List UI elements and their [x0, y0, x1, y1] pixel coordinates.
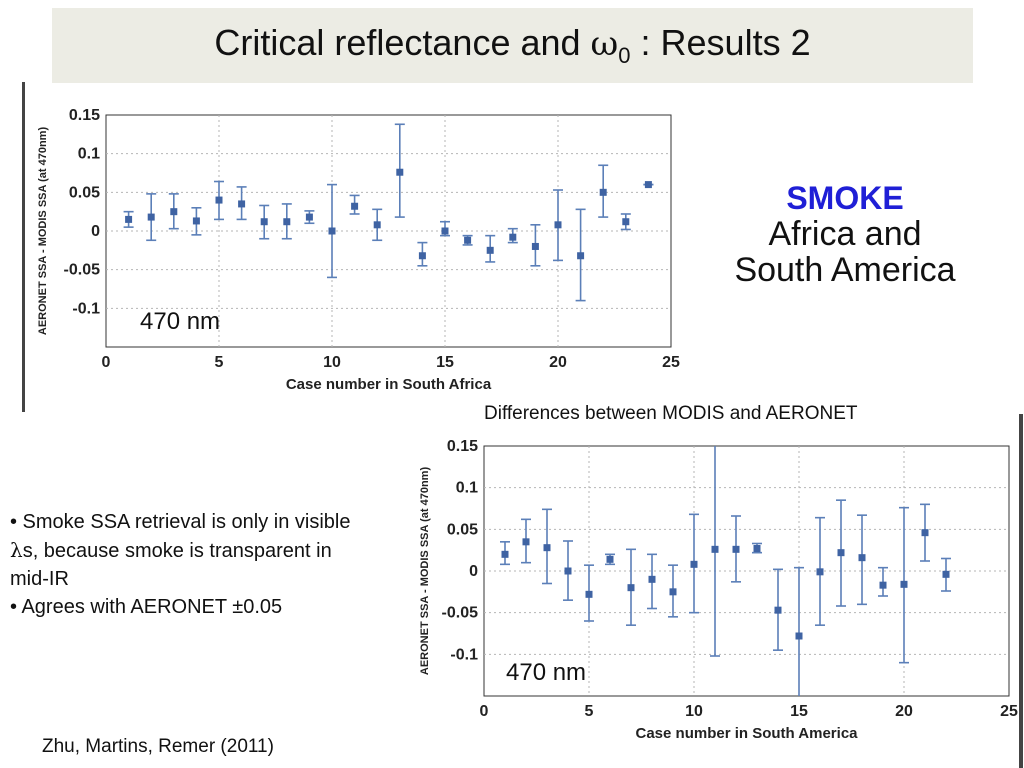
smoke-line-2: South America [734, 250, 956, 289]
chart1-data-point [328, 227, 336, 235]
chart2-data-point [858, 554, 866, 562]
chart1-data-point [351, 202, 359, 210]
title-prefix: Critical reflectance and [214, 21, 591, 63]
chart2-x-tick-label: 15 [790, 703, 808, 720]
chart1-data-point [125, 215, 133, 223]
chart1-x-tick-label: 0 [102, 354, 111, 371]
chart1-data-point [238, 200, 246, 208]
chart2-y-tick-label: 0.15 [447, 438, 478, 455]
left-divider-bar [22, 82, 25, 412]
lambda-symbol: λ [10, 538, 23, 562]
chart2-data-point [711, 545, 719, 553]
chart1-x-tick-label: 25 [662, 354, 680, 371]
chart2-x-tick-label: 20 [895, 703, 913, 720]
chart2-y-tick-label: -0.1 [450, 646, 478, 663]
chart1-data-point [396, 168, 404, 176]
chart2-error-bar [794, 566, 804, 696]
chart1-y-tick-label: 0.15 [69, 107, 100, 124]
diff-caption: Differences between MODIS and AERONET [484, 403, 858, 424]
chart1-data-point [577, 252, 585, 260]
chart2-data-point [627, 584, 635, 592]
smoke-title: SMOKE [786, 180, 904, 216]
omega-symbol: ω [590, 23, 619, 64]
chart1-y-tick-label: 0.1 [78, 146, 100, 163]
chart2-data-point [606, 555, 614, 563]
chart2-x-tick-label: 10 [685, 703, 703, 720]
chart2-data-point [774, 606, 782, 614]
chart1-data-point [170, 208, 178, 216]
chart1-data-point [441, 227, 449, 235]
chart2-y-tick-label: 0.05 [447, 521, 478, 538]
bullet-1-prefix: • Smoke SSA retrieval is only in visible [10, 511, 351, 533]
chart2-data-point [501, 550, 509, 558]
chart1-x-tick-label: 20 [549, 354, 567, 371]
chart1-y-tick-label: 0 [91, 223, 100, 240]
citation: Zhu, Martins, Remer (2011) [42, 736, 274, 757]
chart2-data-point [585, 590, 593, 598]
chart2-data-point [837, 549, 845, 557]
chart2-wavelength-annotation: 470 nm [506, 659, 586, 686]
bullet-1-suffix: s, because smoke is transparent in mid-I… [10, 540, 332, 590]
chart2-y-tick-label: 0 [469, 563, 478, 580]
title-suffix: : Results 2 [630, 21, 811, 63]
chart2-x-tick-label: 5 [585, 703, 594, 720]
chart2-y-tick-label: 0.1 [456, 480, 478, 497]
chart1-data-point [622, 218, 630, 226]
chart1-data-point [509, 233, 517, 241]
bullet-item: • Smoke SSA retrieval is only in visible… [10, 508, 370, 593]
chart2-x-tick-label: 0 [480, 703, 489, 720]
chart2-data-point [942, 570, 950, 578]
chart2-data-point [816, 568, 824, 576]
chart2-data-point [648, 575, 656, 583]
chart1-y-axis-label: AERONET SSA - MODIS SSA (at 470nm) [37, 127, 49, 336]
chart2-data-point [921, 529, 929, 537]
chart2-data-point [900, 580, 908, 588]
chart1-x-tick-label: 10 [323, 354, 341, 371]
chart1-data-point [531, 242, 539, 250]
chart2-data-point [669, 588, 677, 596]
chart-south-africa: 0 5 10 15 20 25 0.15 0.1 0.05 0 -0.05 -0.1 Case numb… [37, 107, 680, 393]
chart1-data-point [554, 221, 562, 229]
chart2-data-point [753, 545, 761, 552]
chart1-y-tick-label: -0.1 [72, 300, 100, 317]
chart2-x-tick-label: 25 [1000, 703, 1018, 720]
chart2-y-axis-label: AERONET SSA - MODIS SSA (at 470nm) [419, 467, 431, 676]
chart1-data-point [305, 213, 313, 221]
chart2-y-tick-label: -0.05 [442, 605, 479, 622]
chart1-data-point [147, 213, 155, 221]
chart-south-america: 0 5 10 15 20 25 0.15 0.1 0.05 0 -0.05 -0.1 Case numb… [419, 438, 1018, 742]
chart1-data-point [283, 218, 291, 226]
chart2-data-point [690, 560, 698, 568]
chart1-data-point [486, 246, 494, 254]
title-bar: Critical reflectance and ω0 : Results 2 [52, 8, 973, 83]
chart1-data-point [215, 196, 223, 204]
bullet-item: • Agrees with AERONET ±0.05 [10, 596, 283, 618]
chart2-x-axis-label: Case number in South America [636, 725, 859, 742]
chart1-y-tick-label: 0.05 [69, 184, 100, 201]
chart1-data-point [599, 188, 607, 196]
chart1-data-point [373, 221, 381, 229]
chart2-data-point [543, 544, 551, 552]
chart1-x-axis-label: Case number in South Africa [286, 376, 492, 393]
chart1-x-tick-label: 15 [436, 354, 454, 371]
chart2-data-point [732, 545, 740, 553]
chart1-data-point [418, 252, 426, 260]
chart1-wavelength-annotation: 470 nm [140, 308, 220, 335]
chart1-data-point [464, 236, 472, 244]
slide-title: Critical reflectance and ω0 : Results 2 [214, 22, 810, 69]
chart1-data-point [192, 217, 200, 225]
chart1-data-point [260, 218, 268, 226]
right-divider-bar [1019, 414, 1023, 768]
chart1-x-tick-label: 5 [215, 354, 224, 371]
omega-subscript: 0 [618, 43, 631, 69]
chart1-data-point [644, 181, 652, 189]
chart2-data-point [522, 538, 530, 546]
chart2-data-point [564, 567, 572, 575]
chart2-data-point [879, 581, 887, 589]
smoke-line-1: Africa and [768, 215, 922, 253]
chart2-data-point [795, 632, 803, 640]
smoke-label-block: SMOKE Africa and South America [700, 180, 990, 288]
bullet-list: • Smoke SSA retrieval is only in visible… [10, 508, 370, 621]
chart1-y-tick-label: -0.05 [64, 262, 101, 279]
